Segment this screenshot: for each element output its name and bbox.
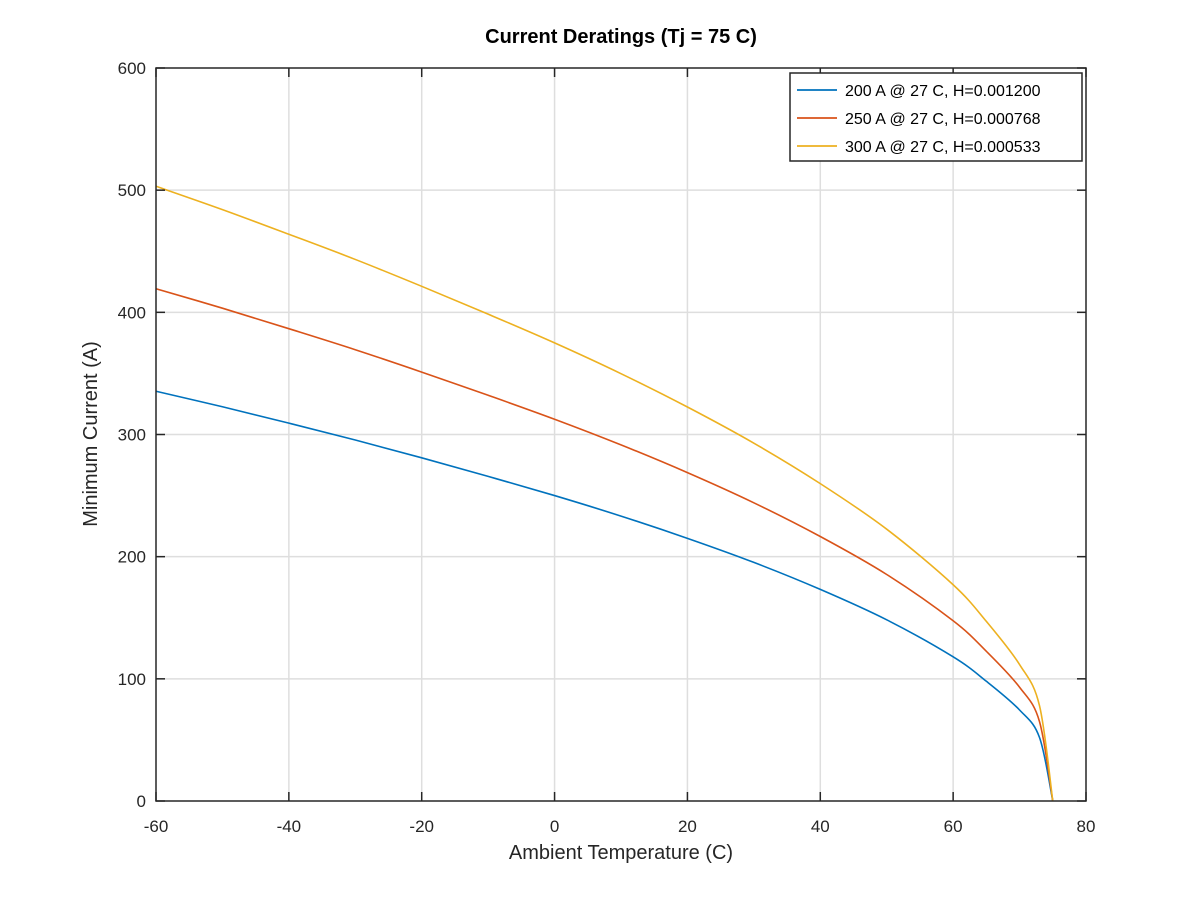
chart-title: Current Deratings (Tj = 75 C) xyxy=(485,26,757,48)
y-tick-label: 300 xyxy=(118,426,146,445)
x-axis-label: Ambient Temperature (C) xyxy=(509,842,733,864)
series-lines xyxy=(155,185,1054,802)
x-tick-label: 80 xyxy=(1077,817,1096,836)
x-tick-label: 60 xyxy=(944,817,963,836)
x-tick-label: -20 xyxy=(409,817,434,836)
y-tick-label: 0 xyxy=(137,792,146,811)
legend-label-3: 300 A @ 27 C, H=0.000533 xyxy=(845,139,1041,156)
series-line-2 xyxy=(155,287,1054,802)
x-tick-label: -60 xyxy=(144,817,169,836)
grid-lines xyxy=(156,68,1086,801)
x-tick-label: 40 xyxy=(811,817,830,836)
series-line-1 xyxy=(155,390,1054,802)
legend-box xyxy=(789,72,1083,162)
y-tick-label: 500 xyxy=(118,181,146,200)
x-tick-label: 20 xyxy=(678,817,697,836)
y-tick-label: 600 xyxy=(118,59,146,78)
y-tick-label: 400 xyxy=(118,303,146,322)
axis-ticks xyxy=(155,67,1087,802)
y-tick-label: 100 xyxy=(118,670,146,689)
legend: 200 A @ 27 C, H=0.001200 250 A @ 27 C, H=… xyxy=(789,72,1083,162)
x-tick-labels: -60 -40 -20 0 20 40 60 80 xyxy=(144,817,1096,836)
y-tick-labels: 0 100 200 300 400 500 600 xyxy=(118,59,146,811)
y-axis-label: Minimum Current (A) xyxy=(80,341,102,527)
series-line-3 xyxy=(155,185,1054,802)
x-tick-label: -40 xyxy=(277,817,302,836)
y-tick-label: 200 xyxy=(118,548,146,567)
x-tick-label: 0 xyxy=(550,817,559,836)
legend-label-2: 250 A @ 27 C, H=0.000768 xyxy=(845,111,1041,128)
legend-label-1: 200 A @ 27 C, H=0.001200 xyxy=(845,83,1041,100)
